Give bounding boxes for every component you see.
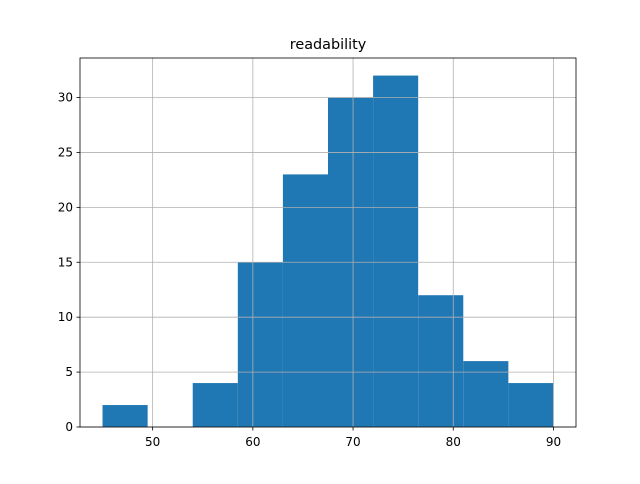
plot-frame [79, 57, 577, 428]
bar [508, 383, 554, 427]
x-tick-label: 90 [546, 435, 561, 449]
y-tick-label: 5 [65, 365, 73, 379]
bar [418, 295, 464, 427]
x-tick-label: 80 [446, 435, 461, 449]
bar [192, 383, 238, 427]
y-tick-label: 30 [58, 91, 73, 105]
x-tick-label: 50 [145, 435, 160, 449]
bar [463, 361, 509, 427]
bar [373, 75, 419, 428]
y-tick-label: 25 [58, 145, 73, 159]
y-tick-label: 0 [65, 420, 73, 434]
x-tick-label: 70 [345, 435, 360, 449]
bar [237, 262, 283, 427]
y-tick-label: 10 [58, 310, 73, 324]
chart-title: readability [290, 37, 367, 53]
x-tick-label: 60 [245, 435, 260, 449]
y-tick-label: 15 [58, 255, 73, 269]
y-tick-label: 20 [58, 200, 73, 214]
bar [282, 174, 328, 427]
bar [102, 405, 148, 427]
